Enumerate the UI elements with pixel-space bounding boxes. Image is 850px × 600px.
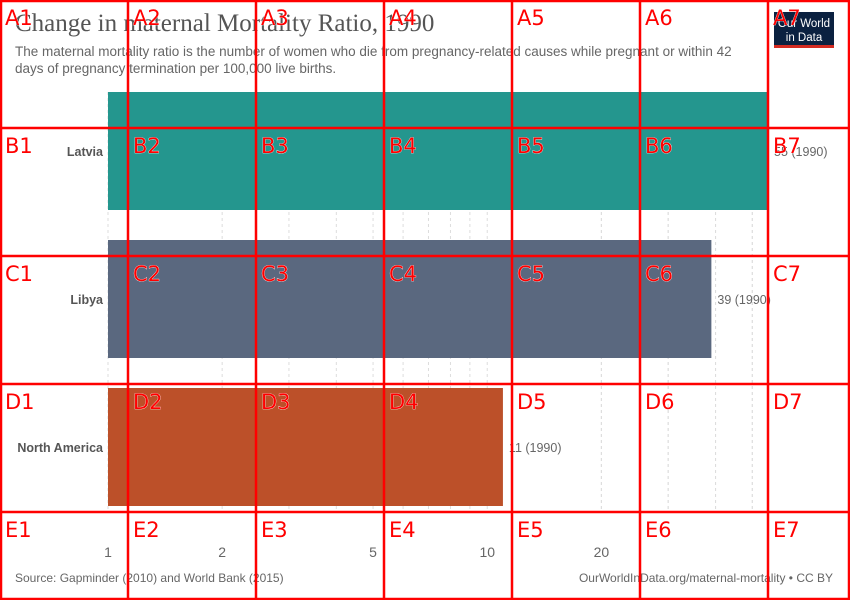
x-tick-label: 2 xyxy=(218,544,226,560)
x-tick-label: 5 xyxy=(369,544,377,560)
value-label: 55 (1990) xyxy=(774,145,828,159)
x-tick-label: 1 xyxy=(104,544,112,560)
value-label: 39 (1990) xyxy=(717,293,771,307)
bar-north-america xyxy=(108,388,503,506)
value-label: 11 (1990) xyxy=(509,441,562,455)
source-note: Source: Gapminder (2010) and World Bank … xyxy=(15,571,284,585)
category-label: Libya xyxy=(70,293,104,307)
category-label: Latvia xyxy=(67,145,104,159)
credit-link[interactable]: OurWorldInData.org/maternal-mortality • … xyxy=(578,571,833,585)
x-tick-label: 20 xyxy=(594,544,610,560)
bar-latvia xyxy=(108,92,768,210)
bar-libya xyxy=(108,240,712,358)
x-tick-label: 10 xyxy=(479,544,495,560)
category-label: North America xyxy=(17,441,104,455)
